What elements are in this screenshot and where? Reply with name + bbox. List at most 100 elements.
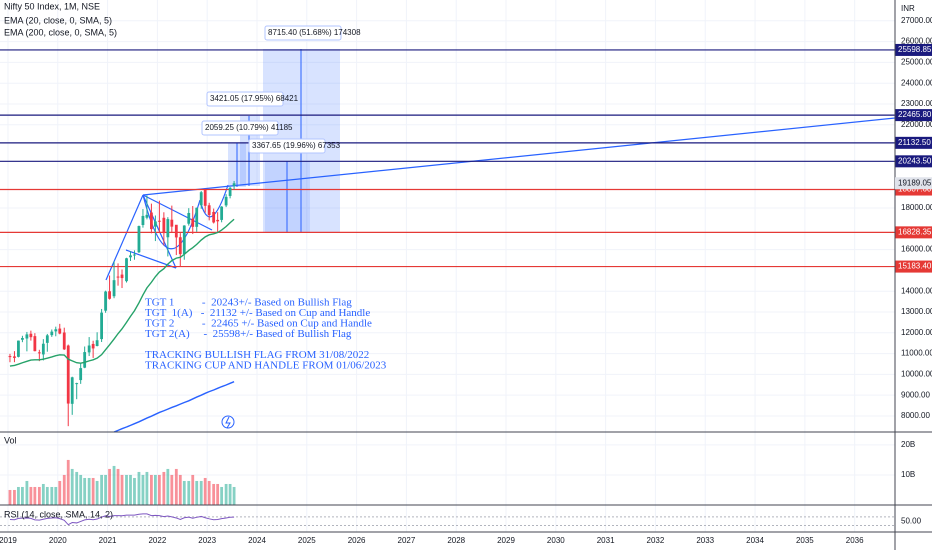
volume-bar <box>224 483 228 505</box>
candle-body <box>104 291 107 311</box>
candle-body <box>112 280 116 297</box>
candle-body <box>79 368 83 381</box>
candle-body <box>125 258 128 282</box>
level-label: 22465.80 <box>898 110 932 119</box>
notes: TGT 1 - 20243+/- Based on Bullish FlagTG… <box>145 297 387 372</box>
level-label-box <box>895 155 932 168</box>
candle-body <box>100 312 104 340</box>
measure-label-box <box>248 138 326 154</box>
note-line: TRACKING BULLISH FLAG FROM 31/08/2022 <box>145 349 369 361</box>
currency: INR <box>901 4 915 13</box>
volume-bar <box>166 468 170 505</box>
volume-bar <box>125 474 128 505</box>
candle-body <box>83 352 87 368</box>
note-line: TRACKING CUP AND HANDLE FROM 01/06/2023 <box>145 360 387 372</box>
candle-body <box>41 343 45 355</box>
last-price-box <box>895 177 932 190</box>
candle-body <box>66 345 70 404</box>
measure-label: 8715.40 (51.68%) 174308 <box>268 28 361 37</box>
volume-title: Vol <box>4 435 17 445</box>
note-line: TGT 2 - 22465 +/- Based on Cup and Handl… <box>145 318 372 330</box>
candle-body <box>37 352 41 354</box>
candle-body <box>145 214 149 218</box>
candle-body <box>58 328 62 334</box>
candle-body <box>120 274 124 279</box>
y-tick-label: 13000.00 <box>901 307 932 316</box>
volume-bar <box>232 486 236 505</box>
level-label-box <box>895 43 932 56</box>
candle-body <box>129 255 132 258</box>
x-tick-label: 2027 <box>398 536 416 545</box>
note-line: TGT 1(A) - 21132 +/- Based on Cup and Ha… <box>145 307 370 319</box>
x-tick-label: 2020 <box>49 536 67 545</box>
volume-bar <box>70 468 74 505</box>
volume-bar <box>108 468 111 505</box>
y-tick-label: 26000.00 <box>901 37 932 46</box>
event-icon[interactable] <box>221 415 235 429</box>
candle-body <box>133 254 136 256</box>
candle-body <box>228 187 232 196</box>
volume-bar <box>17 486 20 505</box>
candle-body <box>13 356 16 358</box>
volume-bar <box>21 486 24 505</box>
chart-title: Nifty 50 Index, 1M, NSE <box>4 1 100 11</box>
candle-body <box>178 237 182 255</box>
x-tick-label: 2029 <box>497 536 515 545</box>
volume-bar <box>207 480 211 505</box>
volume-bar <box>25 480 29 505</box>
level-label: 15183.40 <box>898 262 932 271</box>
x-tick-label: 2031 <box>597 536 615 545</box>
candle-body <box>162 217 166 234</box>
volume-bar <box>75 471 79 505</box>
volume-bar <box>104 474 107 505</box>
volume-bar <box>170 474 174 505</box>
level-label: 21132.50 <box>898 138 931 147</box>
x-tick-label: 2033 <box>696 536 714 545</box>
candle-body <box>95 340 99 346</box>
note-line: TGT 1 - 20243+/- Based on Bullish Flag <box>145 297 352 309</box>
volume-bar <box>50 486 54 505</box>
candle-body <box>199 192 203 206</box>
note-line: TGT 2(A) - 25598+/- Based of Bullish Fla… <box>145 328 352 340</box>
y-tick-label: 27000.00 <box>901 16 932 25</box>
y-tick-label: 14000.00 <box>901 286 932 295</box>
candle-body <box>166 219 170 238</box>
candle-body <box>29 333 33 338</box>
ema-line <box>9 218 235 367</box>
volume-bar <box>137 471 141 505</box>
ema-line <box>113 381 235 433</box>
candle-body <box>157 220 161 222</box>
x-tick-label: 2021 <box>99 536 117 545</box>
candle-body <box>21 338 24 340</box>
candle-body <box>45 335 49 343</box>
x-tick-label: 2019 <box>0 536 17 545</box>
volume-bar <box>174 468 178 505</box>
handle-arc <box>199 184 229 218</box>
level-label-box <box>895 109 932 122</box>
measure-label: 3367.65 (19.96%) 67353 <box>252 141 341 150</box>
candle-body <box>153 221 157 227</box>
volume-bar <box>220 486 224 505</box>
candle-body <box>70 377 74 404</box>
candle-body <box>54 329 58 332</box>
measure-label-box <box>264 25 342 41</box>
candle-body <box>191 218 195 227</box>
x-tick-label: 2024 <box>248 536 266 545</box>
candle-body <box>150 212 153 230</box>
volume-bar <box>33 486 37 505</box>
x-tick-label: 2023 <box>198 536 216 545</box>
candle-body <box>187 213 191 224</box>
volume-bar <box>41 483 45 505</box>
volume-bar <box>91 477 95 505</box>
volume-bar <box>145 471 149 505</box>
candle-body <box>220 206 224 220</box>
candle-body <box>62 332 66 350</box>
indicator-label: EMA (20, close, 0, SMA, 5) <box>4 15 112 25</box>
volume-bar <box>216 483 220 505</box>
flag-line <box>142 194 213 231</box>
volume-bar <box>37 486 41 505</box>
candle-body <box>141 215 145 226</box>
candle-body <box>212 211 216 223</box>
y-tick-label: 18000.00 <box>901 203 932 212</box>
